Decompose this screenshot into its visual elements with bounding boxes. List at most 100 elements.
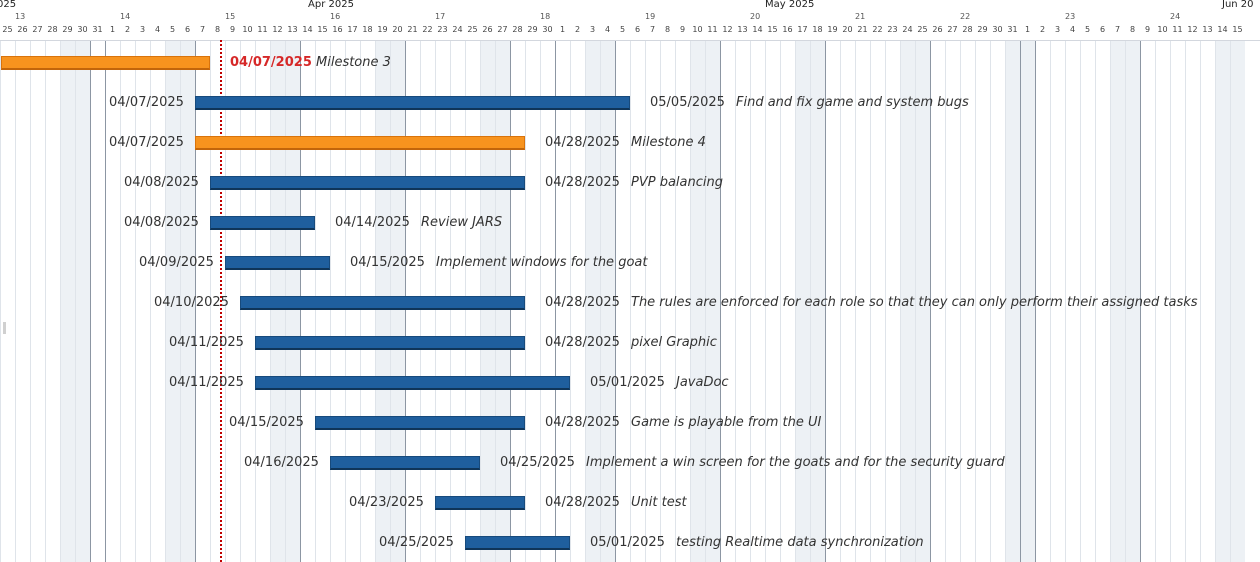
day-label: 2: [574, 25, 581, 34]
grid-line: [1080, 22, 1081, 562]
day-label: 1: [109, 25, 116, 34]
day-label: 15: [1232, 25, 1243, 34]
task-bar[interactable]: [255, 336, 525, 350]
week-label: 14: [120, 12, 131, 21]
task-end-date: 04/15/2025: [350, 255, 425, 270]
day-label: 27: [497, 25, 508, 34]
week-header: 13 14 15 16 17 18 19 20 21 22 23 24: [0, 11, 1260, 22]
splitter-handle[interactable]: [3, 322, 6, 334]
task-bar[interactable]: [195, 96, 630, 110]
day-label: 6: [1099, 25, 1106, 34]
task-start-date: 04/25/2025: [379, 535, 454, 550]
task-name: testing Realtime data synchronization: [676, 535, 924, 550]
task-bar[interactable]: [315, 416, 525, 430]
day-label: 16: [782, 25, 793, 34]
task-bar[interactable]: [210, 176, 525, 190]
grid-line: [1185, 22, 1186, 562]
grid-line: [840, 22, 841, 562]
week-label: 15: [225, 12, 236, 21]
task-end-date: 05/05/2025: [650, 95, 725, 110]
weekend-column: [1215, 40, 1230, 562]
day-label: 8: [214, 25, 221, 34]
task-name: Milestone 4: [631, 135, 706, 150]
task-bar[interactable]: [255, 376, 570, 390]
day-label: 20: [392, 25, 403, 34]
day-label: 26: [482, 25, 493, 34]
day-label: 12: [722, 25, 733, 34]
task-start-date: 04/11/2025: [169, 375, 244, 390]
day-label: 12: [1187, 25, 1198, 34]
task-start-date: 04/07/2025: [109, 95, 184, 110]
day-label: 29: [977, 25, 988, 34]
grid-line: [1230, 22, 1231, 562]
day-label: 5: [619, 25, 626, 34]
weekend-column: [165, 40, 180, 562]
day-label: 21: [857, 25, 868, 34]
grid-line: [960, 22, 961, 562]
task-name: JavaDoc: [676, 375, 729, 390]
milestone-bar[interactable]: [195, 136, 525, 150]
milestone-bar[interactable]: [1, 56, 210, 70]
day-label: 14: [302, 25, 313, 34]
grid-line: [285, 22, 286, 562]
task-name: Game is playable from the UI: [631, 415, 822, 430]
task-bar[interactable]: [465, 536, 570, 550]
grid-line: [1050, 22, 1051, 562]
weekend-column: [60, 40, 75, 562]
grid-line: [600, 22, 601, 562]
week-label: 19: [645, 12, 656, 21]
grid-line: [510, 11, 511, 562]
day-label: 11: [257, 25, 268, 34]
task-name: Milestone 3: [316, 55, 391, 70]
day-label: 22: [872, 25, 883, 34]
day-label: 10: [1157, 25, 1168, 34]
day-label: 17: [797, 25, 808, 34]
grid-line: [660, 22, 661, 562]
grid-line: [930, 11, 931, 562]
weekend-column: [900, 40, 915, 562]
grid-line: [120, 22, 121, 562]
grid-line: [15, 22, 16, 562]
day-label: 28: [47, 25, 58, 34]
task-bar[interactable]: [435, 496, 525, 510]
grid-line: [735, 22, 736, 562]
day-label: 19: [377, 25, 388, 34]
grid-line: [450, 22, 451, 562]
grid-line: [240, 22, 241, 562]
day-label: 13: [737, 25, 748, 34]
task-bar[interactable]: [210, 216, 315, 230]
grid-line: [900, 22, 901, 562]
day-label: 23: [887, 25, 898, 34]
grid-line: [585, 22, 586, 562]
task-start-date: 04/11/2025: [169, 335, 244, 350]
day-label: 8: [1129, 25, 1136, 34]
grid-line: [630, 22, 631, 562]
grid-line: [1095, 22, 1096, 562]
grid-line: [1155, 22, 1156, 562]
task-bar[interactable]: [330, 456, 480, 470]
grid-line: [1110, 22, 1111, 562]
day-label: 28: [962, 25, 973, 34]
month-label: Apr 2025: [308, 0, 354, 10]
weekend-column: [75, 40, 90, 562]
grid-line: [750, 22, 751, 562]
grid-line: [480, 22, 481, 562]
grid-line: [720, 11, 721, 562]
day-label: 10: [692, 25, 703, 34]
grid-line: [1005, 22, 1006, 562]
task-start-date: 04/15/2025: [229, 415, 304, 430]
grid-line: [1140, 11, 1141, 562]
task-name: Review JARS: [421, 215, 503, 230]
grid-line: [435, 22, 436, 562]
grid-line: [255, 22, 256, 562]
task-bar[interactable]: [225, 256, 330, 270]
day-header: 25 26 27 28 29 30 31 1 2 3 4 5 6 7 8 9 10 11 12 13 14 15 16 17 1…: [0, 22, 1260, 40]
task-bar[interactable]: [240, 296, 525, 310]
grid-line: [105, 0, 106, 562]
day-label: 3: [589, 25, 596, 34]
day-label: 22: [422, 25, 433, 34]
task-name: PVP balancing: [631, 175, 723, 190]
task-end-date: 04/25/2025: [500, 455, 575, 470]
day-label: 26: [932, 25, 943, 34]
day-label: 15: [317, 25, 328, 34]
